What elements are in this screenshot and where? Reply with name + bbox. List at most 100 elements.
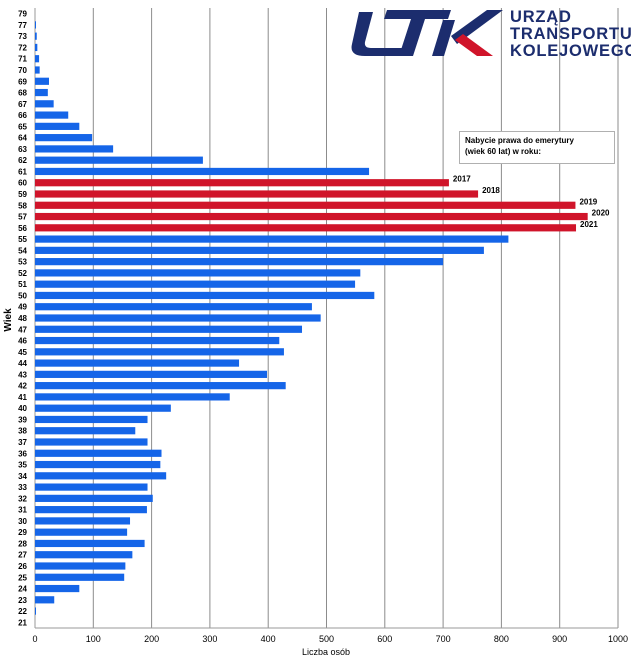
bar-age-53 <box>35 258 444 266</box>
bar-age-49 <box>35 303 312 311</box>
bar-age-28 <box>35 539 145 548</box>
bar-age-39 <box>35 415 148 424</box>
y-tick-label: 65 <box>18 122 27 131</box>
y-tick-label: 79 <box>18 10 27 19</box>
bar-age-36 <box>35 449 162 457</box>
y-tick-label: 24 <box>18 585 27 594</box>
x-tick-label: 200 <box>144 634 159 644</box>
bar-age-69 <box>35 77 49 85</box>
y-tick-label: 30 <box>18 517 27 526</box>
highlight-label-2021: 2021 <box>580 220 598 229</box>
utk-emblem-icon <box>351 10 503 56</box>
bar-age-29 <box>35 528 128 536</box>
y-tick-label: 29 <box>18 528 27 537</box>
bar-age-50 <box>35 291 375 300</box>
y-tick-label: 44 <box>18 359 27 368</box>
y-tick-label: 68 <box>18 89 27 98</box>
logo-line-2: TRANSPORTU <box>510 25 631 43</box>
y-tick-label: 72 <box>18 43 27 52</box>
bar-age-35 <box>35 460 161 469</box>
y-tick-label: 45 <box>18 348 27 357</box>
x-tick-label: 1000 <box>608 634 628 644</box>
y-tick-label: 48 <box>18 314 27 323</box>
y-tick-label: 37 <box>18 438 27 447</box>
y-tick-label: 59 <box>18 190 27 199</box>
y-tick-label: 22 <box>18 607 27 616</box>
bar-age-70 <box>35 66 40 74</box>
bar-age-26 <box>35 562 126 570</box>
bar-age-37 <box>35 438 148 446</box>
y-tick-label: 53 <box>18 258 27 267</box>
bar-age-27 <box>35 551 133 559</box>
bar-age-30 <box>35 517 131 525</box>
y-tick-label: 55 <box>18 235 27 244</box>
bar-age-44 <box>35 359 240 367</box>
highlight-label-2020: 2020 <box>592 209 610 218</box>
y-tick-label: 52 <box>18 269 27 278</box>
y-tick-label: 47 <box>18 325 27 334</box>
bar-age-34 <box>35 472 167 480</box>
bar-age-62 <box>35 156 203 164</box>
bar-age-73 <box>35 32 37 40</box>
bar-age-59 <box>35 190 479 198</box>
bar-age-41 <box>35 393 230 401</box>
bar-age-67 <box>35 100 54 108</box>
bar-age-57 <box>35 212 588 221</box>
bar-age-33 <box>35 483 148 491</box>
y-tick-label: 66 <box>18 111 27 120</box>
bar-age-51 <box>35 280 356 288</box>
y-tick-label: 71 <box>18 55 27 64</box>
y-tick-label: 23 <box>18 596 27 605</box>
x-tick-label: 300 <box>202 634 217 644</box>
x-tick-label: 100 <box>86 634 101 644</box>
y-tick-label: 28 <box>18 539 27 548</box>
bar-age-32 <box>35 494 153 502</box>
x-axis-label: Liczba osób <box>302 647 350 657</box>
bar-age-66 <box>35 111 69 119</box>
y-axis-label: Wiek <box>3 308 14 332</box>
bar-age-77 <box>35 21 36 29</box>
bar-age-38 <box>35 427 136 435</box>
bar-age-40 <box>35 404 171 412</box>
y-tick-label: 33 <box>18 483 27 492</box>
y-tick-label: 27 <box>18 551 27 560</box>
y-tick-label: 57 <box>18 213 27 222</box>
y-tick-label: 64 <box>18 134 27 143</box>
logo-line-1: URZĄD <box>510 8 572 26</box>
y-tick-label: 58 <box>18 201 27 210</box>
y-tick-label: 54 <box>18 246 27 255</box>
bar-age-31 <box>35 506 147 514</box>
x-tick-label: 500 <box>319 634 334 644</box>
bar-age-58 <box>35 201 576 209</box>
y-tick-label: 35 <box>18 461 27 470</box>
y-tick-label: 42 <box>18 382 27 391</box>
legend-box: Nabycie prawa do emerytury (wiek 60 lat)… <box>459 131 615 164</box>
x-tick-label: 800 <box>494 634 509 644</box>
bar-age-55 <box>35 235 509 243</box>
y-tick-label: 50 <box>18 291 27 300</box>
y-tick-label: 46 <box>18 337 27 346</box>
y-tick-label: 77 <box>18 21 27 30</box>
bar-age-25 <box>35 573 125 581</box>
bar-age-54 <box>35 246 484 254</box>
y-tick-label: 70 <box>18 66 27 75</box>
y-tick-label: 31 <box>18 506 27 515</box>
y-tick-label: 67 <box>18 100 27 109</box>
bar-age-65 <box>35 122 80 130</box>
y-tick-label: 51 <box>18 280 27 289</box>
bar-age-72 <box>35 43 38 52</box>
bar-age-52 <box>35 269 361 277</box>
x-tick-label: 900 <box>552 634 567 644</box>
highlight-label-2018: 2018 <box>482 186 500 195</box>
y-tick-label: 36 <box>18 449 27 458</box>
bar-age-48 <box>35 314 321 322</box>
legend-title-line-2: (wiek 60 lat) w roku: <box>465 147 542 156</box>
y-tick-label: 34 <box>18 472 27 481</box>
y-tick-label: 25 <box>18 573 27 582</box>
logo-line-3: KOLEJOWEGO <box>510 42 631 60</box>
highlight-label-2019: 2019 <box>579 197 597 206</box>
bar-age-22 <box>35 607 36 615</box>
y-tick-label: 26 <box>18 562 27 571</box>
y-tick-label: 39 <box>18 415 27 424</box>
